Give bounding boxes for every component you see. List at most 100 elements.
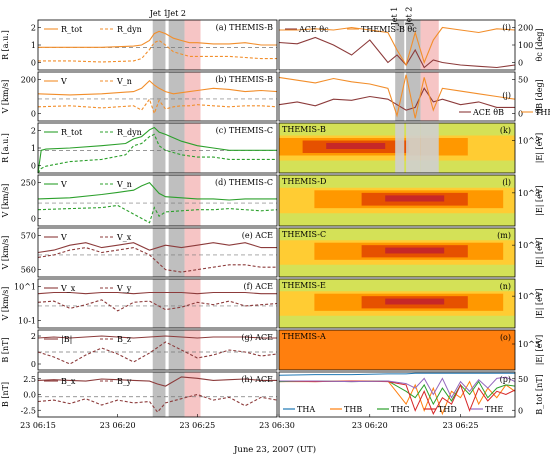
ylabel-g: B [nT] — [1, 337, 10, 362]
legend-label-a-0: R_tot — [61, 25, 83, 34]
legend-label-e-1: V_x — [116, 233, 132, 242]
jet-band-h-2 — [184, 372, 201, 417]
jet-label-left-0: Jet 1 — [149, 9, 169, 18]
panel-label-n: (n) — [500, 282, 511, 291]
panel-label-e: (e) ACE — [242, 231, 273, 240]
panel-label-a: (a) THEMIS-B — [216, 23, 274, 32]
legend-label-i-1: THEMIS-B θc — [361, 25, 417, 34]
jet-band-g-2 — [184, 330, 201, 370]
legend-label-a-1: R_dyn — [117, 25, 142, 34]
ytick-label-f-1: 10^1 — [14, 282, 36, 291]
jet-label-right-0: Jet 1 — [390, 7, 399, 27]
ytick-label-d-0: 0 — [31, 214, 36, 223]
ytick-label-p-1: 50 — [518, 375, 528, 384]
panel-frame-l — [278, 174, 516, 227]
ylabel-b: V [km/s] — [1, 80, 10, 115]
jet-band-b-2 — [184, 72, 201, 121]
xtick-label-left-3: 23 06:30 — [259, 421, 295, 430]
ytick-label-j-1: 50 — [518, 75, 528, 84]
series-f-v-y — [37, 299, 278, 312]
ylabel-c: R [a.u.] — [1, 133, 10, 163]
series-d-v-n — [37, 204, 278, 224]
jet-band-b-1 — [168, 72, 185, 121]
legend-label-j-1: THEMIS-B θB — [535, 108, 550, 117]
jet-band-a-1 — [168, 20, 185, 70]
ytick-label-b-1: 200 — [21, 75, 36, 84]
jet-band-g-1 — [168, 330, 185, 370]
jet-band-j-1 — [406, 72, 421, 121]
jet-band-f-1 — [168, 279, 185, 328]
ylabel-i: θc [deg] — [535, 28, 544, 61]
panel-source-k: THEMIS-B — [282, 125, 326, 134]
legend-label-h-0: B_x — [61, 377, 76, 386]
series-e-v-x — [37, 247, 277, 273]
ytick-label-k: 10^3 — [518, 137, 540, 146]
series-p-tha — [278, 372, 515, 376]
panel-frame-n — [278, 278, 516, 329]
legend-label-p-2: THC — [391, 405, 409, 414]
jet-band-a-2 — [184, 20, 201, 70]
series-b-v-n — [37, 98, 278, 116]
panel-label-o: (o) — [500, 333, 511, 342]
ytick-label-c-2: 2 — [31, 127, 36, 136]
ylabel-k: |E| [eV] — [535, 133, 544, 164]
ylabel-n: |E| [eV] — [535, 288, 544, 319]
jet-band-g-0 — [152, 330, 166, 370]
jet-band-i-1 — [406, 20, 421, 70]
xtick-label-right-2: 23 06:25 — [443, 421, 479, 430]
panel-source-m: THEMIS-C — [282, 230, 326, 239]
heat-bg-o — [279, 330, 515, 370]
ytick-label-j-0: 0 — [518, 110, 523, 119]
ylabel-h: B [nT] — [1, 382, 10, 407]
heat-band-m-3 — [385, 247, 445, 254]
series-a-r-dyn — [38, 39, 277, 63]
panel-frame-o — [278, 329, 516, 371]
legend-label-d-1: V_n — [116, 180, 132, 189]
legend-label-c-0: R_tot — [61, 128, 83, 137]
ylabel-d: V [km/s] — [1, 184, 10, 219]
ylabel-p: B_tot [nT] — [535, 374, 544, 414]
x-axis-title: June 23, 2007 (UT) — [233, 444, 316, 455]
ytick-label-i-2: 200 — [518, 24, 533, 33]
ylabel-e: V [km/s] — [1, 236, 10, 271]
series-j-0 — [278, 87, 515, 111]
panel-label-i: (i) — [502, 23, 511, 32]
legend-label-h-1: B_y — [117, 377, 132, 386]
ytick-label-g-1: 2 — [31, 332, 36, 341]
jet-band-d-2 — [184, 175, 201, 226]
jet-band-c-2 — [184, 123, 201, 173]
ylabel-j: θB [deg] — [535, 79, 544, 113]
ytick-label-d-1: 250 — [21, 179, 36, 188]
panel-source-n: THEMIS-E — [282, 281, 326, 290]
panel-label-f: (f) ACE — [244, 282, 274, 291]
panel-label-m: (m) — [497, 231, 511, 240]
jet-band-a-0 — [152, 20, 166, 70]
legend-label-p-1: THB — [344, 405, 362, 414]
jet-band-b-0 — [152, 72, 166, 121]
jet-band-c-1 — [168, 123, 185, 173]
series-c-r-dyn — [37, 133, 277, 174]
ytick-label-h-1: 0.0 — [23, 391, 36, 400]
legend-label-p-4: THE — [485, 405, 503, 414]
heat-band-k-3 — [326, 143, 386, 149]
ylabel-a: R [a.u.] — [1, 30, 10, 60]
panel-label-j: (j) — [502, 91, 511, 100]
ytick-label-f-0: 10-1 — [18, 317, 36, 326]
jet-band-i-2 — [420, 20, 439, 70]
ytick-label-e-0: 560 — [21, 266, 36, 275]
legend-label-p-3: THD — [438, 405, 457, 414]
heat-cells-n — [279, 291, 515, 316]
ylabel-o: |E| [eV] — [535, 335, 544, 366]
series-h-b-x — [37, 376, 277, 387]
legend-label-j-0: ACE θB — [472, 108, 504, 117]
jet-band-c-0 — [152, 123, 166, 173]
series-b-v — [37, 79, 278, 96]
jet-band-k-2 — [420, 123, 439, 173]
panel-frame-e — [37, 227, 278, 278]
legend-label-c-1: R_dyn — [117, 128, 142, 137]
series-j-1 — [278, 74, 516, 119]
jet-band-h-1 — [168, 372, 185, 417]
legend-label-e-0: V — [60, 233, 67, 242]
jet-band-d-0 — [152, 175, 166, 226]
legend-label-g-1: B_z — [117, 335, 131, 344]
